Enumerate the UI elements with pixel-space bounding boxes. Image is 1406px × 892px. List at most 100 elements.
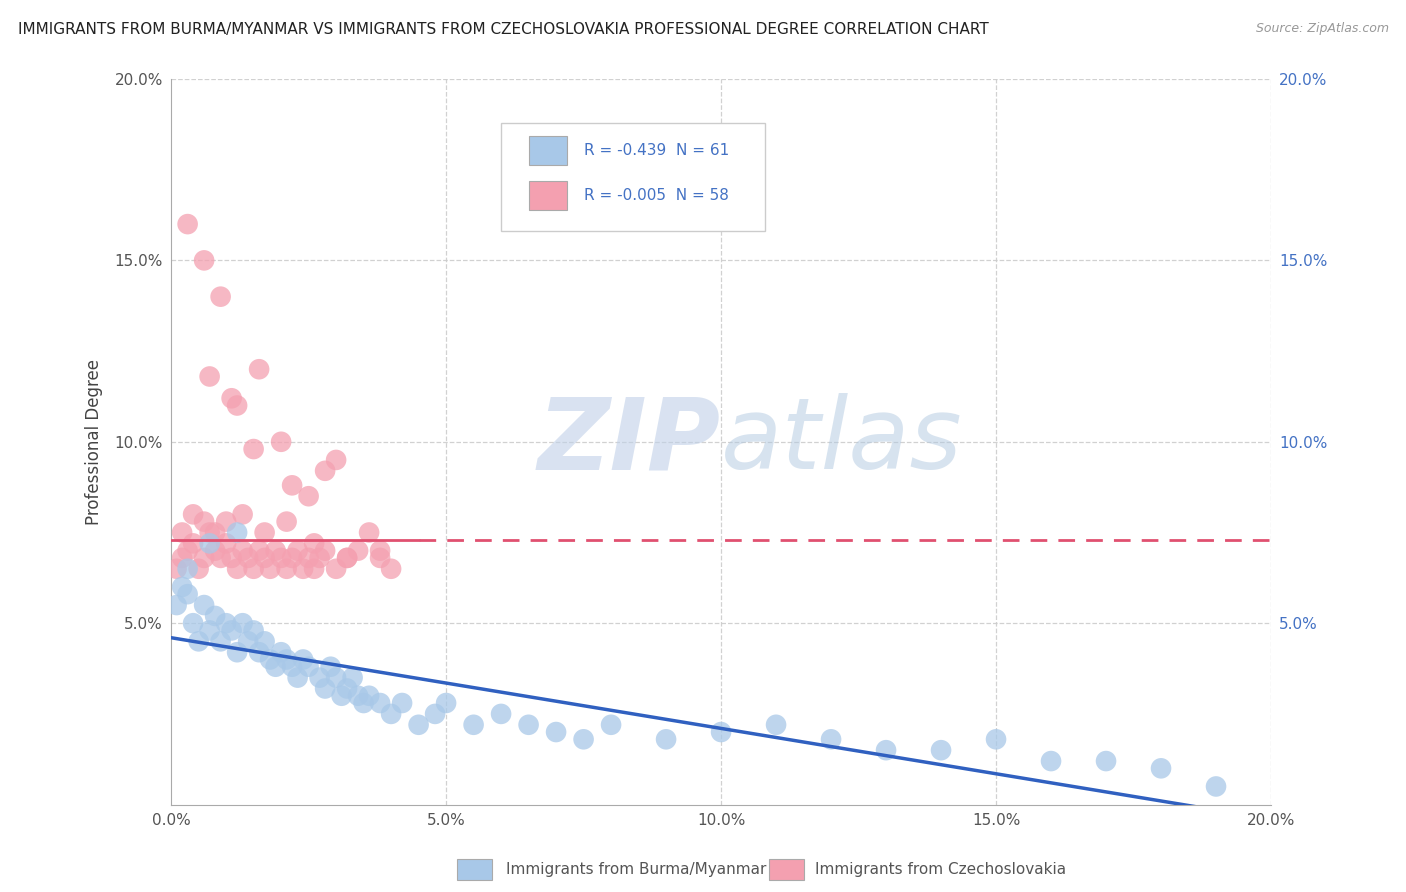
Point	[287, 543, 309, 558]
Text: Immigrants from Burma/Myanmar: Immigrants from Burma/Myanmar	[506, 863, 766, 877]
Point	[259, 652, 281, 666]
Point	[765, 718, 787, 732]
Point	[232, 616, 254, 631]
Point	[489, 706, 512, 721]
Point	[276, 652, 298, 666]
Point	[209, 290, 232, 304]
Point	[172, 550, 194, 565]
Point	[242, 442, 264, 456]
Point	[368, 550, 391, 565]
Point	[187, 562, 209, 576]
Point	[193, 598, 215, 612]
Point	[325, 671, 347, 685]
Point	[314, 543, 336, 558]
Point	[187, 634, 209, 648]
Point	[226, 399, 249, 413]
Point	[325, 562, 347, 576]
Point	[1205, 780, 1227, 794]
Point	[423, 706, 446, 721]
Point	[336, 550, 359, 565]
Point	[198, 525, 221, 540]
Text: R = -0.005  N = 58: R = -0.005 N = 58	[583, 187, 728, 202]
Point	[172, 525, 194, 540]
Point	[226, 525, 249, 540]
Text: R = -0.439  N = 61: R = -0.439 N = 61	[583, 143, 728, 158]
Point	[276, 515, 298, 529]
Point	[353, 696, 375, 710]
Y-axis label: Professional Degree: Professional Degree	[86, 359, 103, 524]
Point	[204, 525, 226, 540]
Point	[342, 671, 364, 685]
Point	[247, 645, 270, 659]
Point	[247, 362, 270, 376]
Point	[517, 718, 540, 732]
Point	[336, 550, 359, 565]
Point	[221, 550, 243, 565]
Point	[572, 732, 595, 747]
Point	[302, 562, 325, 576]
Point	[308, 550, 330, 565]
FancyBboxPatch shape	[529, 180, 567, 210]
Point	[253, 550, 276, 565]
Point	[198, 369, 221, 384]
Point	[330, 689, 353, 703]
Point	[209, 634, 232, 648]
Point	[292, 562, 315, 576]
Point	[434, 696, 457, 710]
Point	[359, 525, 381, 540]
Point	[176, 543, 198, 558]
Point	[181, 508, 204, 522]
Point	[236, 634, 259, 648]
Point	[380, 562, 402, 576]
Point	[204, 543, 226, 558]
Point	[600, 718, 623, 732]
Point	[270, 645, 292, 659]
Point	[176, 217, 198, 231]
Point	[297, 659, 319, 673]
Point	[181, 536, 204, 550]
Point	[302, 536, 325, 550]
Point	[264, 659, 287, 673]
Point	[253, 634, 276, 648]
Point	[281, 478, 304, 492]
Point	[408, 718, 430, 732]
Point	[1040, 754, 1063, 768]
Point	[297, 489, 319, 503]
Point	[820, 732, 842, 747]
Point	[319, 659, 342, 673]
Point	[368, 543, 391, 558]
Point	[247, 543, 270, 558]
Point	[232, 508, 254, 522]
Point	[463, 718, 485, 732]
Point	[1095, 754, 1118, 768]
Point	[198, 624, 221, 638]
Point	[314, 681, 336, 696]
Point	[209, 550, 232, 565]
Point	[308, 671, 330, 685]
Point	[236, 550, 259, 565]
Text: atlas: atlas	[721, 393, 963, 491]
Text: Immigrants from Czechoslovakia: Immigrants from Czechoslovakia	[815, 863, 1067, 877]
Point	[172, 580, 194, 594]
Point	[242, 562, 264, 576]
Point	[204, 609, 226, 624]
Point	[546, 725, 568, 739]
Point	[198, 536, 221, 550]
Point	[655, 732, 678, 747]
Point	[215, 536, 238, 550]
Point	[259, 562, 281, 576]
FancyBboxPatch shape	[501, 122, 765, 231]
Point	[314, 464, 336, 478]
Point	[325, 453, 347, 467]
Point	[270, 550, 292, 565]
Point	[232, 543, 254, 558]
Point	[297, 550, 319, 565]
Point	[875, 743, 897, 757]
Point	[281, 659, 304, 673]
Point	[221, 391, 243, 405]
Point	[929, 743, 952, 757]
Point	[710, 725, 733, 739]
Point	[368, 696, 391, 710]
Point	[1150, 761, 1173, 775]
Point	[281, 550, 304, 565]
